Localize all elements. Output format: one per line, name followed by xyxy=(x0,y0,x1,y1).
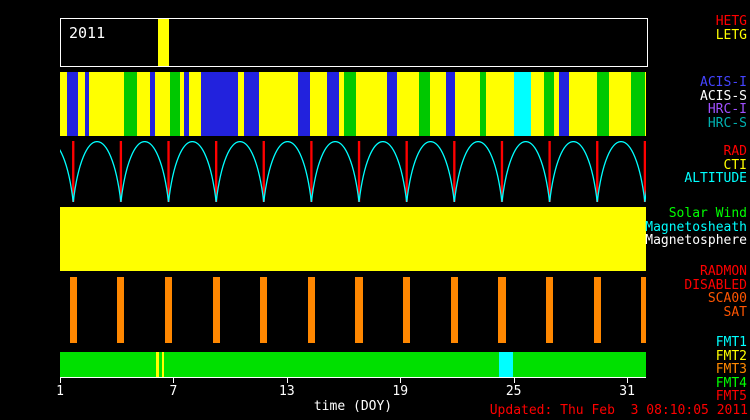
radmon-interval-bar xyxy=(641,277,646,343)
altitude-band xyxy=(60,141,646,202)
axis-tick xyxy=(627,377,628,383)
legend-label-fmt3: FMT3 xyxy=(716,363,747,376)
schedule-segment xyxy=(327,72,338,136)
radmon-interval-bar xyxy=(260,277,267,343)
radmon-interval-bar xyxy=(594,277,601,343)
schedule-segment xyxy=(559,72,569,136)
legend-label-fmt4: FMT4 xyxy=(716,377,747,390)
radmon-interval-bar xyxy=(451,277,458,343)
schedule-segment xyxy=(298,72,310,136)
altitude-curve xyxy=(60,141,646,202)
legend-label-radmon: RADMON xyxy=(700,265,747,278)
legend-label-fmt5: FMT5 xyxy=(716,390,747,403)
schedule-segment xyxy=(244,72,259,136)
legend-label-altitude: ALTITUDE xyxy=(684,172,747,185)
axis-tick xyxy=(287,377,288,383)
legend-label-fmt1: FMT1 xyxy=(716,336,747,349)
year-label: 2011 xyxy=(69,24,105,42)
radmon-interval-bar xyxy=(546,277,553,343)
radmon-interval-bar xyxy=(165,277,172,343)
schedule-segment xyxy=(419,72,430,136)
radmon-band xyxy=(60,277,646,343)
legend-label-acis-s: ACIS-S xyxy=(700,90,747,103)
legend-label-rad: RAD xyxy=(724,145,747,158)
schedule-segment xyxy=(67,72,78,136)
solar-wind-region-band xyxy=(60,207,646,271)
axis-tick xyxy=(173,377,174,383)
axis-tick-label: 31 xyxy=(619,384,635,399)
legend-label-hetg: HETG xyxy=(716,15,747,28)
radmon-interval-bar xyxy=(498,277,505,343)
axis-tick-label: 25 xyxy=(506,384,522,399)
schedule-segment xyxy=(85,72,90,136)
schedule-segment xyxy=(499,352,513,377)
schedule-segment xyxy=(544,72,554,136)
legend-label-magnetosheath: Magnetosheath xyxy=(645,221,747,234)
schedule-segment xyxy=(158,19,168,66)
axis-tick xyxy=(400,377,401,383)
legend-label-disabled: DISABLED xyxy=(684,279,747,292)
legend-label-sca00: SCA00 xyxy=(708,292,747,305)
axis-tick xyxy=(60,377,61,383)
axis-tick-label: 13 xyxy=(279,384,295,399)
schedule-segment xyxy=(446,72,455,136)
telemetry-format-band xyxy=(60,352,646,377)
altitude-arc-path xyxy=(60,142,646,202)
legend-label-acis-i: ACIS-I xyxy=(700,76,747,89)
schedule-segment xyxy=(150,72,156,136)
schedule-segment xyxy=(631,72,645,136)
radmon-interval-bar xyxy=(117,277,124,343)
x-axis-line xyxy=(60,377,646,378)
legend-label-sat: SAT xyxy=(724,306,747,319)
radmon-interval-bar xyxy=(213,277,220,343)
x-axis-title: time (DOY) xyxy=(314,399,392,414)
legend-label-hrc-i: HRC-I xyxy=(708,103,747,116)
instruments-band xyxy=(60,72,646,136)
axis-tick xyxy=(514,377,515,383)
axis-tick-label: 7 xyxy=(169,384,177,399)
radmon-interval-bar xyxy=(355,277,362,343)
schedule-segment xyxy=(184,72,189,136)
gratings-band: 2011 xyxy=(60,18,648,67)
schedule-segment xyxy=(480,72,487,136)
axis-tick-label: 19 xyxy=(392,384,408,399)
legend-label-cti: CTI xyxy=(724,159,747,172)
radmon-interval-bar xyxy=(308,277,315,343)
chandra-schedule-screen: 2011 time (DOY) 1 7 13 19 25 31 Updated: Thu … xyxy=(0,0,750,420)
legend-label-magnetosphere: Magnetosphere xyxy=(645,234,747,247)
radmon-interval-bar xyxy=(403,277,410,343)
radmon-interval-bar xyxy=(70,277,77,343)
schedule-segment xyxy=(124,72,137,136)
axis-tick-label: 1 xyxy=(56,384,64,399)
updated-timestamp: Updated: Thu Feb 3 08:10:05 2011 xyxy=(490,403,748,418)
legend-label-solar-wind: Solar Wind xyxy=(669,207,747,220)
plot-area: 2011 time (DOY) 1713192531 xyxy=(60,0,646,420)
legend-label-hrc-s: HRC-S xyxy=(708,117,747,130)
legend-label-fmt2: FMT2 xyxy=(716,350,747,363)
legend-label-letg: LETG xyxy=(716,29,747,42)
schedule-segment xyxy=(597,72,609,136)
schedule-segment xyxy=(387,72,397,136)
schedule-segment xyxy=(162,352,164,377)
schedule-segment xyxy=(201,72,238,136)
schedule-segment xyxy=(170,72,180,136)
schedule-segment xyxy=(156,352,158,377)
schedule-segment xyxy=(514,72,531,136)
schedule-segment xyxy=(344,72,356,136)
